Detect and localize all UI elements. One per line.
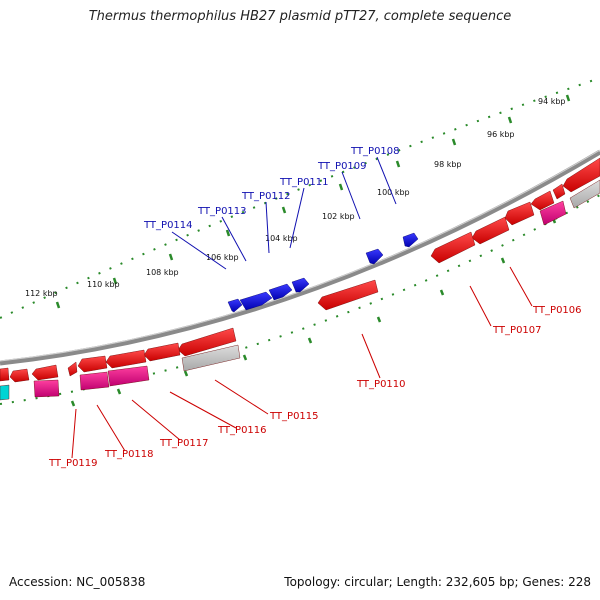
gene-tt-p0107b[interactable] — [430, 231, 476, 264]
gene-tt-p0117-rna[interactable] — [107, 365, 150, 387]
label-tt-p0116[interactable]: TT_P0116 — [217, 425, 267, 436]
kbp-label-112: 112 kbp — [25, 289, 58, 298]
gene-tt-p0106-pseudo[interactable] — [569, 179, 600, 209]
map-title: Thermus thermophilus HB27 plasmid pTT27,… — [88, 9, 512, 24]
label-tt-p0117[interactable]: TT_P0117 — [159, 438, 209, 449]
gene-tt-p0114[interactable] — [227, 298, 243, 313]
reverse-strand-genes — [0, 157, 600, 401]
gene-tt-p0118[interactable] — [77, 355, 108, 373]
kbp-label-98: 98 kbp — [434, 160, 462, 169]
kbp-label-108: 108 kbp — [146, 268, 179, 277]
kbp-label-110: 110 kbp — [87, 280, 120, 289]
gene-tt-p0108[interactable] — [402, 232, 419, 248]
label-tt-p0112[interactable]: TT_P0112 — [241, 191, 291, 202]
gene-tt-p0113[interactable] — [239, 291, 273, 311]
label-tt-p0110[interactable]: TT_P0110 — [356, 379, 406, 390]
label-tt-p0119[interactable]: TT_P0119 — [48, 458, 98, 469]
gene-tt-p0117[interactable] — [105, 349, 147, 369]
gene-left-cyan[interactable] — [0, 384, 10, 401]
label-tt-p0107[interactable]: TT_P0107 — [492, 325, 542, 336]
kbp-label-104: 104 kbp — [265, 234, 298, 243]
label-tt-p0114[interactable]: TT_P0114 — [143, 220, 193, 231]
gene-tt-p0119-rna[interactable] — [33, 379, 60, 398]
label-tt-p0109[interactable]: TT_P0109 — [317, 161, 367, 172]
kbp-label-100: 100 kbp — [377, 188, 410, 197]
gene-tt-p0106[interactable] — [539, 200, 567, 226]
gene-tt-p0116[interactable] — [143, 342, 181, 362]
kbp-label-102: 102 kbp — [322, 212, 355, 221]
kbp-label-106: 106 kbp — [206, 253, 239, 262]
genome-stats-text: Topology: circular; Length: 232,605 bp; … — [284, 575, 591, 589]
gene-tt-p0106c[interactable] — [530, 190, 555, 211]
forward-strand-genes — [227, 232, 419, 313]
label-tt-p0115[interactable]: TT_P0115 — [269, 411, 319, 422]
gene-left-red-c[interactable] — [0, 367, 10, 382]
kbp-label-96: 96 kbp — [487, 130, 515, 139]
accession-text: Accession: NC_005838 — [9, 575, 146, 589]
gene-tt-p0112[interactable] — [268, 283, 293, 301]
gene-tt-p0107a[interactable] — [504, 201, 535, 226]
label-tt-p0106[interactable]: TT_P0106 — [532, 305, 582, 316]
label-leader-lines — [71, 156, 533, 459]
kbp-label-94: 94 kbp — [538, 97, 566, 106]
gene-tt-p0115-pseudo[interactable] — [181, 344, 241, 372]
gene-tt-p0110[interactable] — [317, 279, 379, 311]
inner-coordinate-ring — [0, 194, 600, 405]
label-tt-p0113[interactable]: TT_P0113 — [197, 206, 247, 217]
gene-tt-p0119[interactable] — [67, 361, 78, 377]
gene-tt-p0106b[interactable] — [552, 183, 566, 200]
gene-tt-p0106a[interactable] — [562, 157, 600, 193]
gene-tt-p0118-rna[interactable] — [79, 371, 110, 391]
gene-left-red-a[interactable] — [31, 364, 59, 381]
sequence-backbone — [0, 149, 600, 366]
label-tt-p0108[interactable]: TT_P0108 — [350, 146, 400, 157]
gene-left-red-b[interactable] — [9, 368, 30, 383]
outer-ring-major-ticks — [55, 94, 571, 309]
gene-tt-p0111[interactable] — [291, 277, 310, 293]
label-tt-p0118[interactable]: TT_P0118 — [104, 449, 154, 460]
inner-ring-major-ticks — [70, 217, 557, 407]
gene-tt-p0109[interactable] — [365, 248, 384, 265]
label-tt-p0111[interactable]: TT_P0111 — [279, 177, 329, 188]
